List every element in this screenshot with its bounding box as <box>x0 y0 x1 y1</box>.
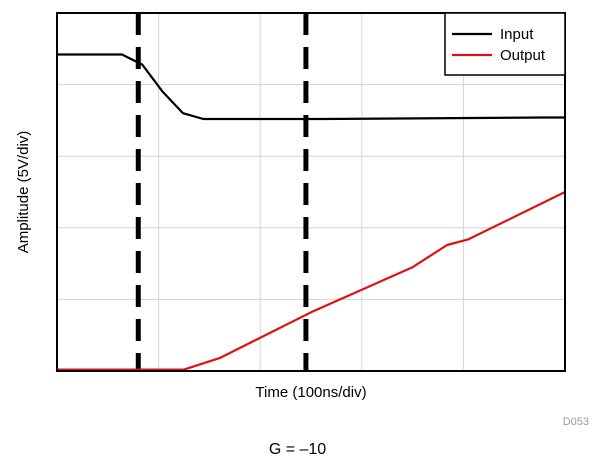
x-axis-label: Time (100ns/div) <box>255 384 366 401</box>
figure-code: D053 <box>562 416 589 428</box>
chart-series <box>57 53 566 371</box>
legend-label-output: Output <box>500 47 546 64</box>
series-line-input <box>57 53 565 121</box>
series-line-output <box>57 191 566 371</box>
y-axis-label: Amplitude (5V/div) <box>15 131 32 254</box>
marker-lines <box>135 13 309 371</box>
gain-caption: G = –10 <box>268 441 327 458</box>
chart: Input Output Time (100ns/div) Amplitude … <box>15 12 566 401</box>
legend-label-input: Input <box>500 26 534 43</box>
legend-box <box>444 12 566 76</box>
plot-frame <box>56 12 566 372</box>
legend: Input Output <box>444 12 566 76</box>
